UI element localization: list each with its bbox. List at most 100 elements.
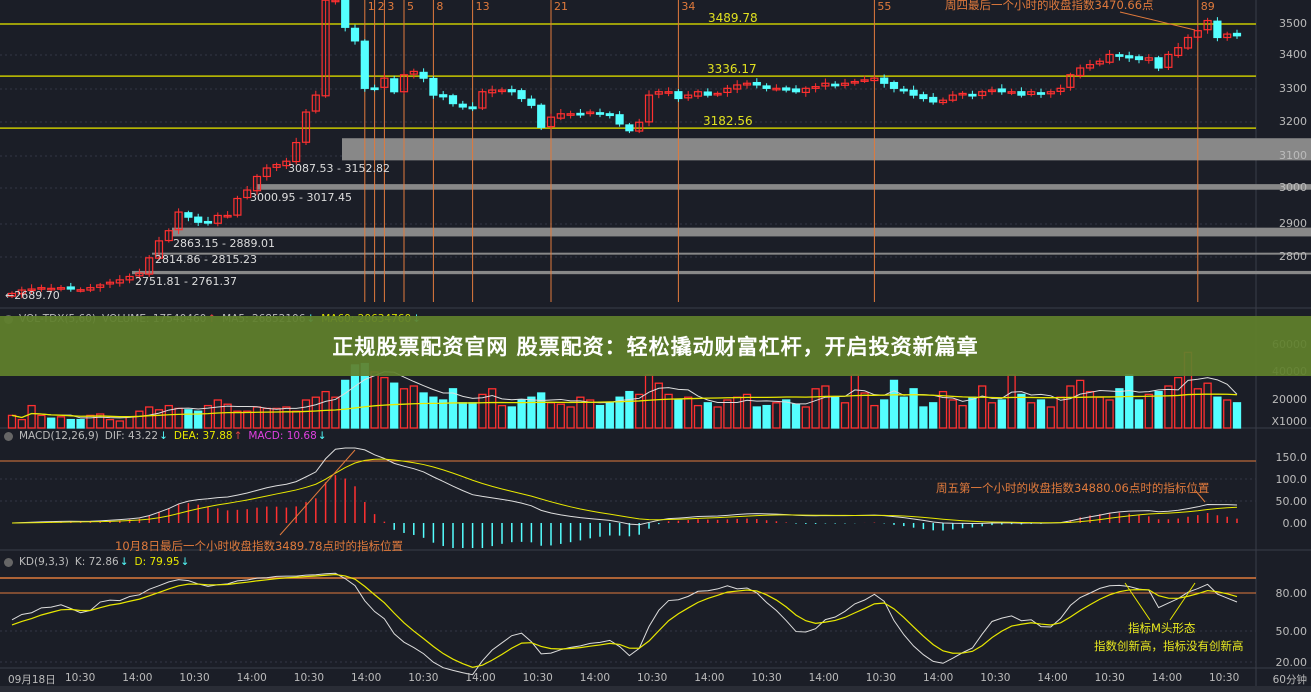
candle-up <box>47 287 56 291</box>
volume-bar <box>76 418 85 429</box>
candle-down <box>1154 57 1163 69</box>
volume-bar <box>507 406 516 429</box>
volume-bar <box>1134 399 1144 429</box>
candle-up <box>811 86 820 89</box>
candle-up <box>282 160 291 167</box>
time-label: 10:30 <box>1209 672 1240 684</box>
volume-bar <box>870 404 879 429</box>
time-label: 10:30 <box>522 672 553 684</box>
volume-bar <box>605 402 614 429</box>
price-tick: 2900 <box>1279 217 1307 230</box>
candle-up <box>213 214 222 224</box>
candle-up <box>713 92 722 96</box>
volume-bar <box>1174 376 1183 429</box>
candle-up <box>938 99 948 104</box>
candle-down <box>184 212 193 218</box>
volume-bar <box>243 410 252 429</box>
volume-bar <box>105 418 115 429</box>
volume-bar <box>537 392 546 429</box>
candle-down <box>919 94 928 100</box>
volume-bar <box>527 396 536 429</box>
candle-down <box>458 103 467 108</box>
candle-down <box>625 124 634 132</box>
candle-up <box>772 87 781 91</box>
volume-bar <box>86 414 95 429</box>
d-value: D: 79.95 <box>134 556 180 568</box>
volume-bar <box>929 402 938 429</box>
volume-bar <box>723 399 732 429</box>
candle-up <box>1056 87 1065 92</box>
interval-selector[interactable]: 60分钟 <box>1272 674 1307 686</box>
d-line <box>11 573 1238 668</box>
candle-up <box>821 82 830 87</box>
time-label: 14:00 <box>694 672 725 684</box>
volume-bar <box>968 396 977 429</box>
volume-bar <box>625 390 634 429</box>
candle-down <box>1134 56 1144 61</box>
collapse-icon[interactable] <box>4 431 13 441</box>
candle-down <box>929 96 938 103</box>
gap-zone-label: 3087.53 - 3152.82 <box>288 162 390 175</box>
overlay-banner: 正规股票配资官网 股票配资：轻松撬动财富杠杆，开启投资新篇章 <box>0 316 1311 376</box>
gap-zone <box>257 184 1311 190</box>
volume-bar <box>1076 379 1085 429</box>
volume-bar <box>978 385 987 429</box>
volume-bar <box>1046 406 1055 429</box>
candle-down <box>576 112 585 116</box>
macd-tick: 0.00 <box>1282 517 1308 530</box>
price-tick: 2800 <box>1279 250 1307 263</box>
fib-label: 13 <box>475 0 490 13</box>
volume-bar <box>889 379 899 429</box>
volume-bar <box>1066 385 1075 429</box>
candle-up <box>272 164 281 168</box>
time-label: 10:30 <box>980 672 1011 684</box>
volume-bar <box>145 406 154 429</box>
macd-tick: 50.00 <box>1275 495 1308 508</box>
candle-up <box>86 287 95 291</box>
volume-bar <box>674 399 683 429</box>
candle-up <box>223 214 232 218</box>
candle-down <box>360 40 369 89</box>
volume-bar <box>1056 396 1065 429</box>
candle-up <box>860 79 869 82</box>
volume-bar <box>703 402 712 429</box>
candle-up <box>644 94 654 123</box>
volume-bar <box>958 404 967 429</box>
candle-down <box>791 88 801 93</box>
volume-bar <box>370 371 379 429</box>
volume-bar <box>919 406 928 429</box>
candle-up <box>115 279 124 284</box>
volume-bar <box>948 399 957 429</box>
kd-tick: 20.00 <box>1275 656 1308 669</box>
volume-bar <box>1144 393 1153 429</box>
candle-down <box>615 114 624 125</box>
volume-bar <box>713 406 722 429</box>
candle-down <box>762 85 771 89</box>
candle-down <box>468 106 477 110</box>
arrow-up-icon: ↑ <box>233 430 243 442</box>
volume-bar <box>1085 390 1095 429</box>
candle-down <box>889 81 899 89</box>
volume-bar <box>938 390 948 429</box>
volume-bar <box>468 402 477 429</box>
macd-header: MACD(12,26,9) DIF: 43.22 ↓ DEA: 37.88 ↑ MA… <box>4 430 327 442</box>
time-label: 10:30 <box>293 672 325 684</box>
candle-up <box>292 141 301 163</box>
volume-bar <box>899 396 908 429</box>
volume-bar <box>831 396 840 429</box>
fib-label: 34 <box>681 0 696 13</box>
candle-up <box>1046 91 1055 95</box>
collapse-icon[interactable] <box>4 557 13 567</box>
candle-up <box>301 111 311 143</box>
volume-bar <box>1232 402 1242 429</box>
candle-down <box>899 88 908 92</box>
candle-up <box>1203 19 1212 31</box>
volume-bar <box>1017 393 1026 429</box>
volume-bar <box>174 407 183 429</box>
volume-bar <box>1095 396 1104 429</box>
candle-down <box>341 0 350 28</box>
candle-up <box>654 91 663 95</box>
gap-zone <box>172 227 1311 237</box>
annotation-m-top: 指标M头形态 <box>1128 621 1196 635</box>
